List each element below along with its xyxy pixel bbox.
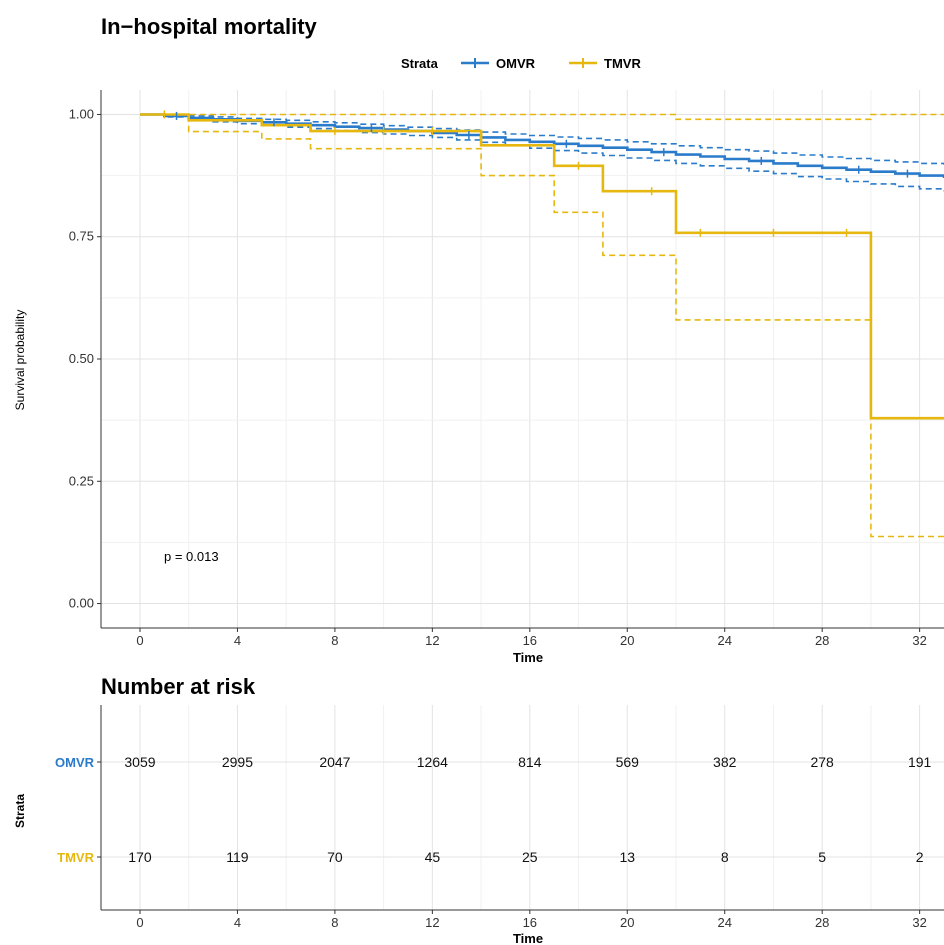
risk-cell-tmvr: 8 [721, 849, 729, 865]
legend-item-tmvr: TMVR [569, 56, 641, 71]
risk-cell-omvr: 278 [810, 754, 834, 770]
ci-upper-tmvr [140, 113, 944, 121]
legend: Strata OMVR TMVR [401, 56, 641, 71]
ci-lower-omvr [140, 113, 944, 192]
y-tick-label: 0.25 [69, 473, 94, 488]
risk-x-tick-label: 20 [620, 915, 634, 930]
risk-cell-tmvr: 119 [226, 849, 249, 865]
chart-title: In−hospital mortality [101, 14, 318, 39]
risk-cell-omvr: 569 [616, 754, 640, 770]
risk-x-tick-label: 24 [717, 915, 731, 930]
risk-table-title: Number at risk [101, 674, 256, 699]
x-tick-label: 24 [717, 633, 731, 648]
x-tick-label: 8 [331, 633, 338, 648]
x-tick-label: 20 [620, 633, 634, 648]
risk-row-label-tmvr: TMVR [57, 850, 94, 865]
risk-x-tick-label: 32 [912, 915, 926, 930]
risk-table-x-label: Time [513, 931, 543, 945]
x-tick-label: 32 [912, 633, 926, 648]
p-value-annotation: p = 0.013 [164, 549, 219, 564]
x-tick-label: 12 [425, 633, 439, 648]
risk-table-y-label: Strata [13, 794, 27, 828]
risk-cell-omvr: 382 [713, 754, 737, 770]
risk-cell-tmvr: 13 [619, 849, 635, 865]
risk-cell-tmvr: 2 [916, 849, 924, 865]
risk-x-tick-label: 16 [523, 915, 537, 930]
risk-cell-omvr: 814 [518, 754, 542, 770]
y-tick-label: 0.50 [69, 351, 94, 366]
risk-cell-omvr: 2995 [222, 754, 253, 770]
survival-grid [101, 90, 944, 628]
survival-curve-omvr [140, 113, 944, 178]
risk-x-tick-label: 12 [425, 915, 439, 930]
risk-table-grid [101, 705, 944, 910]
ci-lower-tmvr [140, 113, 944, 538]
risk-x-tick-label: 4 [234, 915, 241, 930]
censor-marks [163, 110, 909, 237]
risk-cell-tmvr: 70 [327, 849, 343, 865]
x-tick-label: 4 [234, 633, 241, 648]
survival-curves [140, 113, 944, 420]
risk-cell-omvr: 1264 [417, 754, 448, 770]
survival-axes: 0.00 0.25 0.50 0.75 1.00 0 4 8 12 16 20 24 28 32 [69, 90, 944, 648]
legend-item-omvr: OMVR [461, 56, 536, 71]
x-tick-label: 16 [523, 633, 537, 648]
risk-cell-omvr: 2047 [319, 754, 350, 770]
risk-cell-tmvr: 25 [522, 849, 538, 865]
risk-cell-omvr: 191 [908, 754, 932, 770]
risk-x-tick-label: 8 [331, 915, 338, 930]
risk-cell-omvr: 3059 [124, 754, 155, 770]
y-tick-label: 0.75 [69, 229, 94, 244]
legend-label-omvr: OMVR [496, 56, 536, 71]
x-axis-label: Time [513, 650, 543, 665]
risk-cell-tmvr: 5 [818, 849, 826, 865]
risk-row-label-omvr: OMVR [55, 755, 95, 770]
risk-table-cells: 3059 2995 2047 1264 814 569 382 278 191 170 119 70 4… [124, 754, 931, 865]
y-tick-label: 1.00 [69, 106, 94, 121]
confidence-bands [140, 113, 944, 538]
legend-title: Strata [401, 56, 439, 71]
y-tick-label: 0.00 [69, 596, 94, 611]
y-axis-label: Survival probability [13, 310, 27, 411]
x-tick-label: 28 [815, 633, 829, 648]
risk-cell-tmvr: 170 [128, 849, 152, 865]
x-tick-label: 0 [136, 633, 143, 648]
risk-cell-tmvr: 45 [425, 849, 441, 865]
legend-label-tmvr: TMVR [604, 56, 641, 71]
risk-x-tick-label: 0 [136, 915, 143, 930]
ci-upper-omvr [140, 113, 944, 165]
risk-x-tick-label: 28 [815, 915, 829, 930]
survival-curve-tmvr [140, 113, 944, 420]
